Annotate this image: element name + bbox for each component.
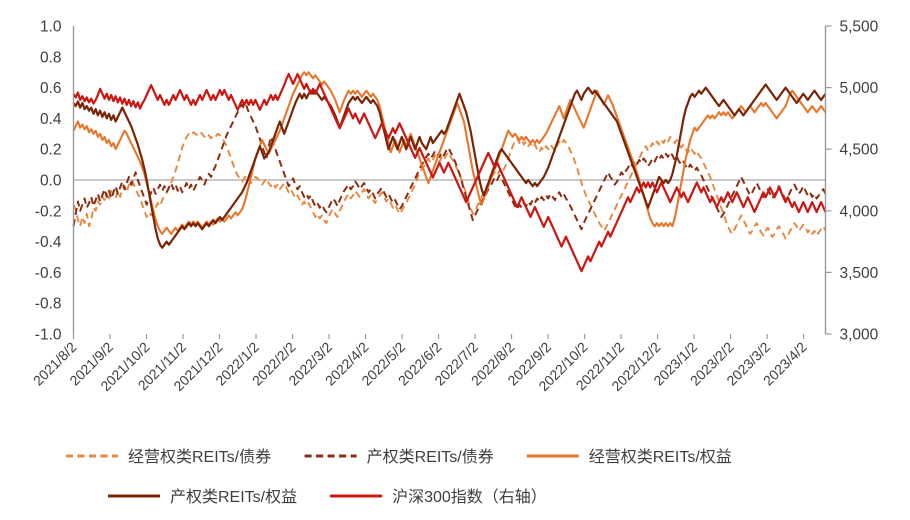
y-axis-left-tick-label: -0.2 — [35, 203, 62, 220]
x-axis-ticks: 2021/8/22021/9/22021/10/22021/11/22021/1… — [30, 334, 810, 394]
y-axis-left-ticks: 1.0 0.8 0.6 0.4 0.2 0.0 -0.2 -0.4 -0.6 -0.8 -1.0 — [35, 19, 62, 344]
y-axis-left-tick-label: -1.0 — [35, 327, 62, 344]
legend-label-3[interactable]: 产权类REITs/权益 — [170, 488, 297, 506]
y-axis-left-tick-label: 0.4 — [40, 111, 62, 128]
y-axis-right-tick-label: 5,500 — [840, 19, 879, 36]
series-group — [72, 71, 827, 273]
y-axis-left-tick-label: 0.6 — [40, 80, 62, 97]
legend-label-4[interactable]: 沪深300指数（右轴） — [392, 488, 547, 506]
series-line-4 — [72, 72, 827, 273]
legend-label-2[interactable]: 经营权类REITs/权益 — [589, 448, 732, 466]
series-line-1 — [72, 103, 827, 231]
y-axis-left-tick-label: 0.8 — [40, 49, 62, 66]
y-axis-left-tick-label: 1.0 — [40, 19, 62, 36]
series-line-3 — [72, 83, 827, 249]
y-axis-right-tick-label: 4,000 — [840, 203, 879, 220]
legend-label-0[interactable]: 经营权类REITs/债券 — [128, 448, 271, 466]
y-axis-left-tick-label: 0.2 — [40, 142, 62, 159]
y-axis-right-tick-label: 3,000 — [840, 327, 879, 344]
legend-label-1[interactable]: 产权类REITs/债券 — [367, 448, 494, 466]
y-axis-right-tick-label: 4,500 — [840, 142, 879, 159]
y-axis-right-tick-label: 5,000 — [840, 80, 879, 97]
y-axis-left-tick-label: -0.8 — [35, 296, 62, 313]
y-axis-right-tick-label: 3,500 — [840, 265, 879, 282]
chart-legend: 经营权类REITs/债券 产权类REITs/债券 经营权类REITs/权益产权类RE… — [66, 448, 732, 506]
y-axis-left-tick-label: -0.6 — [35, 265, 62, 282]
y-axis-left-tick-label: 0.0 — [40, 173, 62, 190]
y-axis-left-tick-label: -0.4 — [35, 234, 62, 251]
axes-group — [72, 26, 827, 334]
series-line-0 — [72, 131, 827, 240]
y-axis-right-ticks: 5,500 5,000 4,500 4,000 3,500 3,000 — [825, 19, 879, 344]
